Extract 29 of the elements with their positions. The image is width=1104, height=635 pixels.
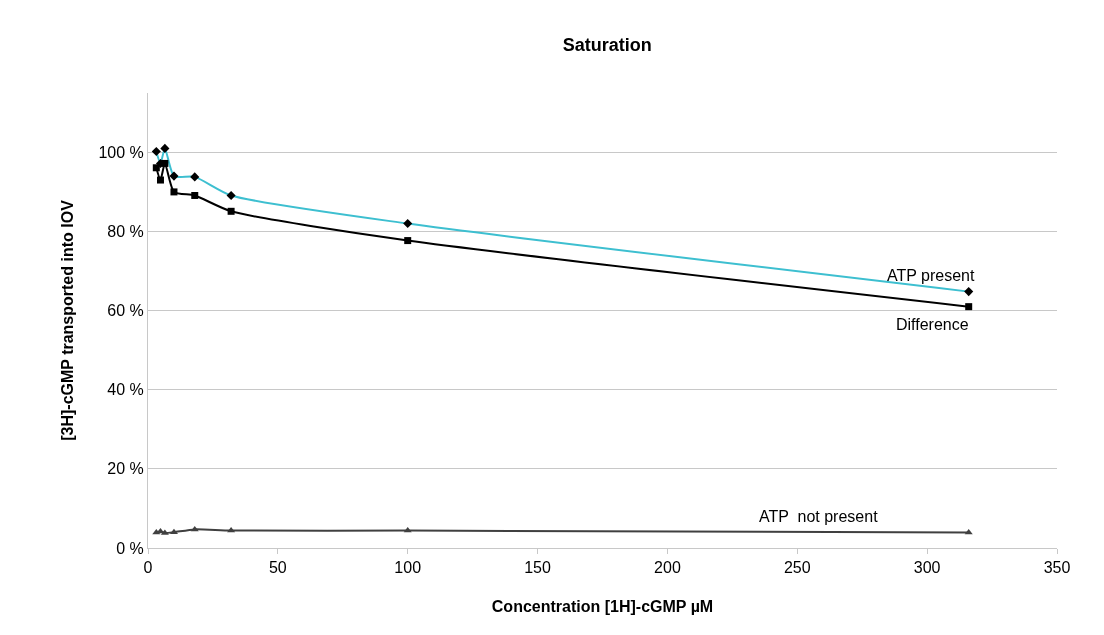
x-tick-label: 0	[143, 559, 153, 577]
y-axis-title: [3H]-cGMP transported into IOV	[59, 199, 77, 441]
x-tick-label: 100	[394, 559, 422, 577]
series-label: ATP not present	[759, 508, 879, 525]
point	[170, 188, 178, 196]
point	[190, 525, 199, 532]
x-axis-title: Concentration [1H]-cGMP µM	[491, 597, 714, 615]
chart-title: Saturation	[562, 34, 652, 55]
point	[161, 159, 169, 167]
point	[152, 164, 160, 172]
x-tick-label: 50	[268, 559, 287, 577]
point	[227, 207, 235, 215]
y-tick-label: 100 %	[98, 143, 144, 161]
y-tick-label: 0 %	[116, 539, 144, 557]
x-tick-label: 200	[654, 559, 681, 577]
y-tick-label: 60 %	[107, 302, 144, 320]
y-tick-label: 40 %	[107, 381, 144, 399]
y-tick-label: 20 %	[107, 460, 144, 478]
y-tick-label: 80 %	[107, 223, 144, 241]
point	[156, 176, 164, 184]
x-tick-label: 350	[1043, 559, 1071, 577]
x-tick-label: 300	[913, 559, 941, 577]
point	[191, 191, 199, 199]
series-label: ATP present	[887, 267, 976, 284]
point	[965, 303, 973, 311]
x-tick-label: 250	[783, 559, 811, 577]
x-tick-label: 150	[524, 559, 552, 577]
series-label: Difference	[896, 316, 969, 333]
point	[404, 237, 412, 245]
